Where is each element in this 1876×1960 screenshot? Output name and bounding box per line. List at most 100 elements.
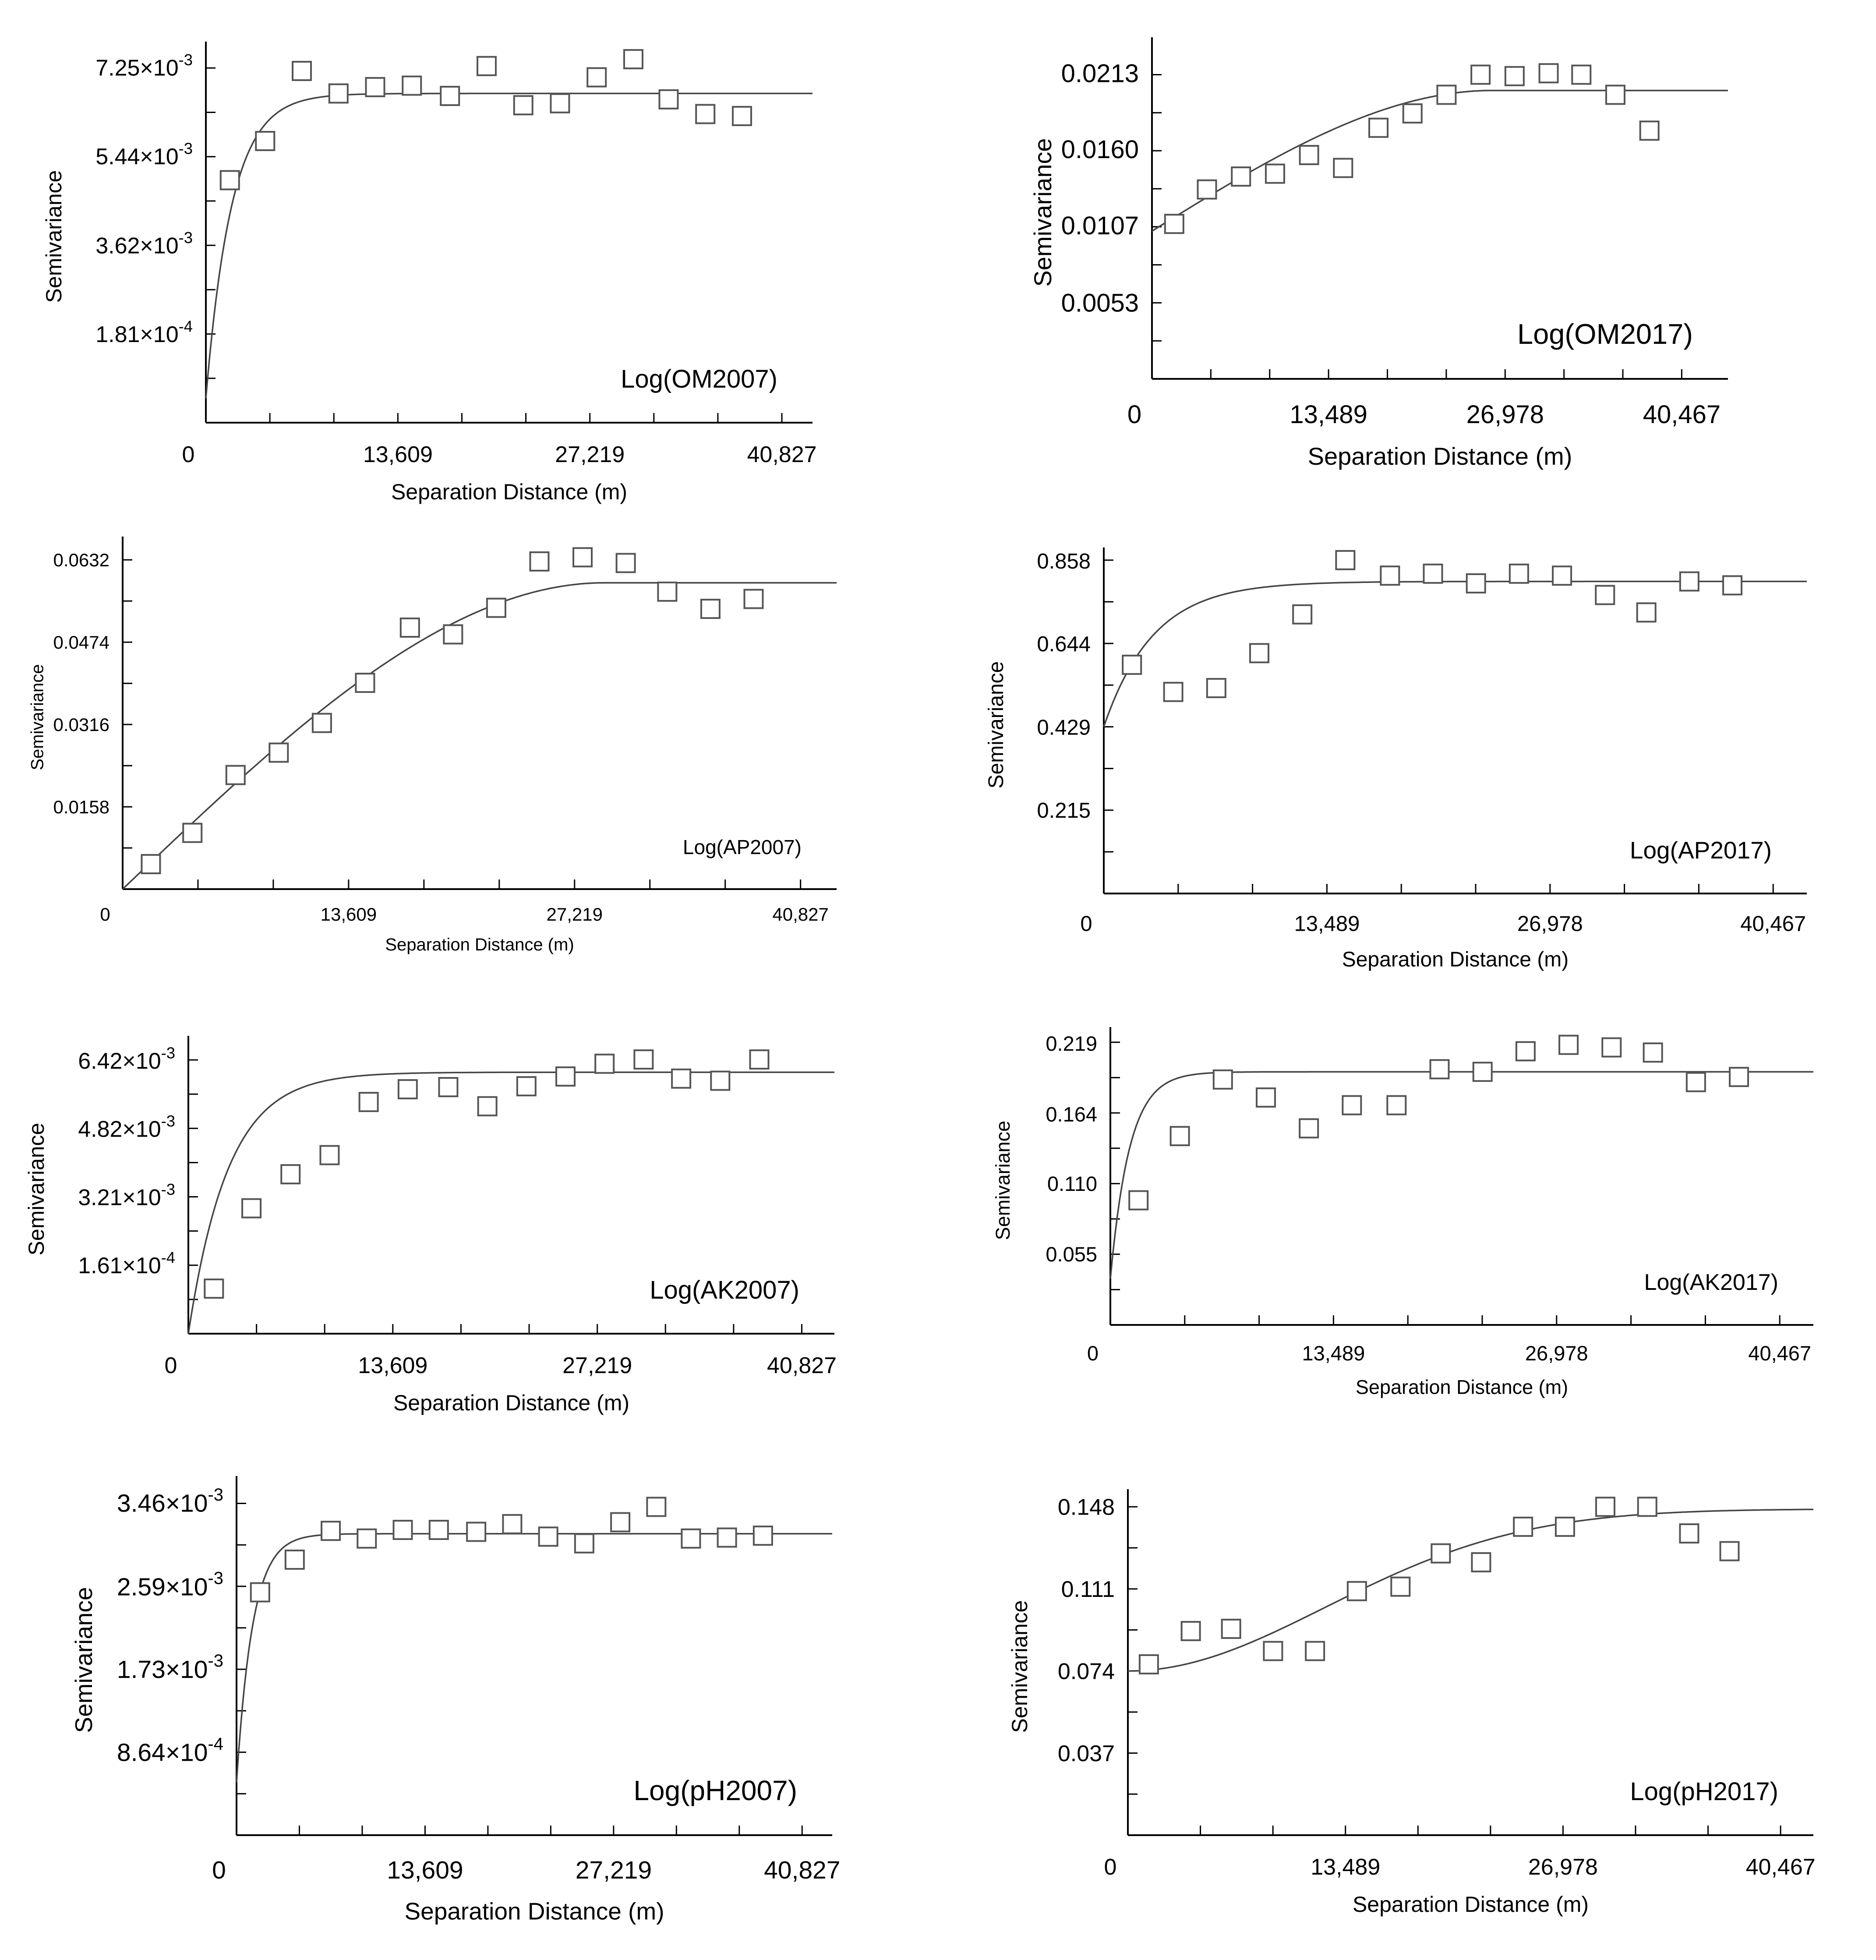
data-point xyxy=(1719,1541,1740,1561)
data-point xyxy=(1515,1041,1536,1062)
data-point xyxy=(321,1521,341,1541)
data-point xyxy=(255,131,276,151)
x-tick-label: 13,609 xyxy=(321,904,377,925)
data-point xyxy=(1595,1497,1615,1517)
x-tick-label: 27,219 xyxy=(562,1353,632,1378)
data-point xyxy=(1305,1641,1325,1661)
panel-title: Log(pH2007) xyxy=(633,1775,797,1806)
y-tick-label: 0.858 xyxy=(1037,550,1091,573)
data-point xyxy=(486,597,506,618)
data-point xyxy=(1558,1035,1579,1055)
y-tick-label: 0.0632 xyxy=(53,550,110,570)
data-point xyxy=(1221,1618,1241,1639)
data-point xyxy=(204,1278,224,1299)
y-tick-label: 2.59×10-3 xyxy=(117,1569,223,1601)
data-point xyxy=(141,854,161,874)
data-point xyxy=(365,77,385,97)
data-point xyxy=(1595,585,1615,605)
data-point xyxy=(1164,214,1184,234)
x-axis-label: Separation Distance (m) xyxy=(385,935,574,954)
data-point xyxy=(1601,1037,1622,1058)
x-tick-label: 0 xyxy=(1127,400,1141,429)
x-tick-label: 40,827 xyxy=(747,442,816,467)
data-point xyxy=(1423,563,1443,584)
data-point xyxy=(182,823,203,843)
x-axis-label: Separation Distance (m) xyxy=(391,480,627,504)
y-tick-label: 0.644 xyxy=(1037,632,1091,656)
data-point xyxy=(1390,1576,1411,1597)
panel-title: Log(AK2017) xyxy=(1644,1270,1778,1295)
data-point xyxy=(550,93,570,113)
data-point xyxy=(538,1526,558,1547)
model-curve xyxy=(205,92,813,399)
data-point xyxy=(1163,682,1184,702)
data-point xyxy=(731,106,752,126)
data-point xyxy=(681,1528,701,1549)
y-tick-label: 0.0474 xyxy=(53,632,110,653)
data-point xyxy=(438,1077,459,1098)
y-tick-label: 4.82×10-3 xyxy=(78,1112,175,1142)
data-point xyxy=(311,713,332,733)
x-tick-label: 26,978 xyxy=(1528,1854,1598,1880)
data-point xyxy=(1138,1654,1159,1674)
y-tick-label: 0.215 xyxy=(1037,799,1091,823)
y-tick-label: 1.81×10-4 xyxy=(95,317,193,347)
y-tick-label: 0.0053 xyxy=(1061,289,1139,318)
data-point xyxy=(1231,166,1251,187)
data-point xyxy=(1637,1497,1657,1517)
data-point xyxy=(695,104,716,124)
data-point xyxy=(328,83,349,104)
x-tick-label: 26,978 xyxy=(1525,1342,1588,1365)
x-axis-label: Separation Distance (m) xyxy=(1353,1892,1589,1917)
x-axis-label: Separation Distance (m) xyxy=(1356,1376,1568,1398)
y-tick-label: 0.110 xyxy=(1047,1172,1097,1195)
x-tick-label: 13,489 xyxy=(1302,1342,1365,1365)
chart-panel-6: 0 13,489 26,978 40,467 0.055 0.110 0.164 0.219 S… xyxy=(992,1027,1813,1398)
data-point xyxy=(623,49,643,70)
data-point xyxy=(555,1066,576,1087)
y-tick-label: 0.164 xyxy=(1046,1102,1097,1126)
data-point xyxy=(671,1068,692,1089)
y-tick-label: 0.219 xyxy=(1046,1032,1097,1055)
model-curve xyxy=(1152,89,1728,232)
x-tick-label: 40,827 xyxy=(772,904,828,925)
data-point xyxy=(280,1164,301,1185)
data-point xyxy=(241,1198,262,1218)
data-point xyxy=(710,1070,731,1091)
data-point xyxy=(1639,120,1660,141)
data-point xyxy=(1128,1190,1149,1211)
data-point xyxy=(658,89,679,109)
x-tick-label: 26,978 xyxy=(1466,400,1544,429)
data-point xyxy=(440,86,460,106)
data-point xyxy=(1685,1072,1706,1092)
chart-panel-1: 0 13,609 27,219 40,827 1.81×10-4 3.62×10-3 5.4… xyxy=(42,42,817,504)
y-tick-label: 1.61×10-4 xyxy=(78,1249,175,1278)
y-axis-label: Semivariance xyxy=(24,1123,49,1256)
y-tick-label: 5.44×10-3 xyxy=(95,139,193,169)
y-tick-label: 0.429 xyxy=(1037,716,1091,739)
x-tick-label: 0 xyxy=(165,1353,177,1378)
data-point xyxy=(284,1549,305,1570)
data-point xyxy=(717,1527,737,1548)
data-point xyxy=(1180,1621,1201,1641)
data-point xyxy=(1386,1095,1407,1116)
y-tick-label: 3.21×10-3 xyxy=(78,1180,175,1210)
data-point xyxy=(1333,158,1353,178)
data-point xyxy=(476,56,497,76)
data-point xyxy=(516,1076,537,1097)
data-point xyxy=(1513,1516,1533,1537)
data-point xyxy=(1470,64,1491,85)
panel-title: Log(AK2007) xyxy=(650,1276,799,1304)
data-point xyxy=(1169,1126,1190,1146)
data-point xyxy=(1431,1543,1451,1564)
y-tick-label: 0.148 xyxy=(1058,1494,1115,1520)
data-point xyxy=(1436,85,1457,105)
data-point xyxy=(1368,117,1389,138)
data-point xyxy=(1509,563,1529,584)
data-point xyxy=(399,617,420,638)
y-tick-label: 3.46×10-3 xyxy=(117,1485,223,1518)
x-tick-label: 40,467 xyxy=(1748,1342,1811,1365)
data-point xyxy=(749,1049,770,1070)
data-point xyxy=(250,1582,270,1603)
data-point xyxy=(1605,85,1625,105)
